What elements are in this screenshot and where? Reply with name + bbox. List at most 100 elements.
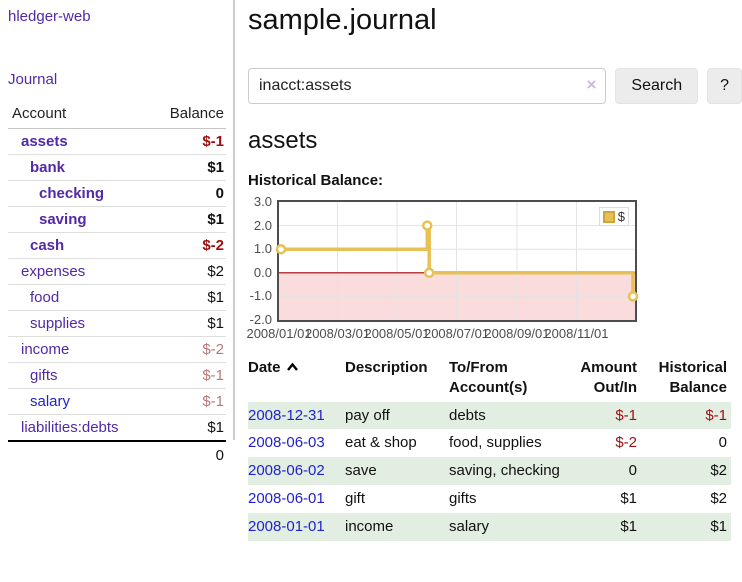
account-row: saving $1	[8, 206, 226, 233]
account-balance: $-1	[149, 128, 226, 155]
register-row: 2008-12-31 pay off debts $-1 $-1	[248, 401, 731, 430]
account-balance: $-2	[149, 336, 226, 363]
transaction-date-link[interactable]: 2008-06-02	[248, 462, 325, 480]
sidebar-account-link[interactable]: cash	[30, 237, 65, 254]
account-balance: $1	[149, 284, 226, 311]
chart-canvas	[275, 202, 639, 320]
register-balance-cell: $-1	[705, 406, 727, 424]
sidebar-account-link[interactable]: salary	[30, 393, 71, 410]
legend-swatch-icon	[602, 210, 615, 223]
accounts-header-account: Account	[8, 103, 150, 129]
x-axis-tick-label: 2008/11/01	[544, 326, 609, 341]
account-balance: $1	[149, 414, 226, 441]
account-row: assets $-1	[8, 128, 226, 155]
account-balance: $1	[149, 154, 226, 181]
account-balance: $-1	[149, 388, 226, 415]
register-date-cell: 2008-06-03	[248, 429, 345, 457]
sidebar-item-journal[interactable]: Journal	[8, 71, 58, 88]
account-balance: 0	[149, 180, 226, 207]
register-accounts-cell: salary	[449, 517, 490, 535]
chart-legend: $	[598, 207, 629, 226]
sidebar-account-link[interactable]: supplies	[30, 315, 86, 332]
account-balance: $1	[149, 206, 226, 233]
account-balance: $-2	[149, 232, 226, 259]
account-row: gifts $-1	[8, 362, 226, 389]
register-header-description: Description	[345, 359, 428, 376]
y-axis-tick-label: 2.0	[253, 217, 272, 233]
balance-chart: $ 3.0 2.0 1.0 0.0 -1.0 -2.0 2008/01/01 2008/03…	[246, 194, 639, 341]
register-accounts-cell: saving, checking	[449, 462, 560, 480]
register-date-cell: 2008-06-02	[248, 457, 345, 485]
search-form: × Search ?	[248, 68, 742, 104]
search-button[interactable]: Search	[615, 68, 699, 104]
transaction-date-link[interactable]: 2008-01-01	[248, 517, 325, 535]
x-axis-tick-label: 2008/07/01	[423, 326, 490, 341]
clear-search-icon[interactable]: ×	[586, 75, 597, 94]
chart-title: Historical Balance:	[248, 172, 384, 189]
transaction-date-link[interactable]: 2008-12-31	[248, 406, 325, 424]
sidebar-account-link[interactable]: expenses	[21, 263, 86, 280]
register-amount-cell: $1	[620, 517, 637, 535]
x-axis-tick-label: 2008/01/01	[246, 326, 312, 341]
register-row: 2008-06-01 gift gifts $1 $2	[248, 485, 731, 513]
register-date-cell: 2008-12-31	[248, 402, 345, 430]
y-axis-tick-label: -1.0	[249, 288, 272, 304]
x-axis-tick-label: 2008/09/01	[484, 326, 550, 341]
help-button[interactable]: ?	[707, 68, 742, 104]
sidebar-account-link[interactable]: income	[21, 341, 70, 358]
x-axis-tick-label: 2008/03/01	[304, 326, 371, 341]
register-description-cell: pay off	[345, 406, 390, 424]
register-header-date[interactable]: Date	[248, 356, 345, 402]
sort-ascending-icon	[286, 358, 299, 378]
transaction-date-link[interactable]: 2008-06-03	[248, 434, 325, 452]
register-description-cell: eat & shop	[345, 434, 417, 452]
account-row: food $1	[8, 284, 226, 311]
register-balance-cell: $2	[710, 489, 727, 507]
accounts-header-balance: Balance	[149, 103, 226, 129]
register-row: 2008-01-01 income salary $1 $1	[248, 512, 731, 541]
account-row: checking 0	[8, 180, 226, 207]
chart-plot-area[interactable]: $	[275, 200, 639, 322]
account-heading: assets	[248, 127, 318, 154]
account-row: bank $1	[8, 154, 226, 181]
register-balance-cell: $1	[710, 517, 727, 535]
account-row: liabilities:debts $1	[8, 414, 226, 441]
account-row: salary $-1	[8, 388, 226, 415]
register-description-cell: income	[345, 517, 394, 535]
accounts-header-row: Account Balance	[8, 103, 226, 129]
y-axis-tick-label: 0.0	[253, 264, 272, 280]
accounts-total-value: 0	[8, 440, 226, 468]
account-balance: $-1	[149, 362, 226, 389]
register-balance-cell: $2	[710, 462, 727, 480]
sidebar-account-link[interactable]: saving	[39, 211, 87, 228]
y-axis-tick-label: -2.0	[249, 312, 272, 327]
register-amount-cell: $-2	[615, 434, 637, 452]
sidebar-divider	[233, 0, 235, 440]
register-date-cell: 2008-06-01	[248, 485, 345, 513]
sidebar-account-link[interactable]: liabilities:debts	[21, 419, 119, 436]
x-axis-tick-label: 2008/05/01	[364, 326, 430, 341]
page-title: sample.journal	[248, 4, 437, 36]
search-input[interactable]	[248, 68, 607, 104]
sidebar-account-link[interactable]: gifts	[30, 367, 58, 384]
y-axis-tick-label: 3.0	[253, 194, 272, 209]
sidebar-account-link[interactable]: checking	[39, 185, 105, 202]
register-row: 2008-06-02 save saving, checking 0 $2	[248, 457, 731, 485]
register-header-accounts: To/From Account(s)	[449, 359, 528, 396]
account-row: supplies $1	[8, 310, 226, 337]
app-title-link[interactable]: hledger-web	[8, 8, 91, 25]
register-amount-cell: 0	[628, 462, 637, 480]
register-amount-cell: $1	[620, 489, 637, 507]
register-row: 2008-06-03 eat & shop food, supplies $-2 0	[248, 429, 731, 457]
sidebar-account-link[interactable]: bank	[30, 159, 66, 176]
sidebar-account-link[interactable]: assets	[21, 133, 68, 150]
legend-label: $	[617, 209, 625, 224]
register-description-cell: save	[345, 462, 377, 480]
account-balance: $1	[149, 310, 226, 337]
transaction-date-link[interactable]: 2008-06-01	[248, 489, 325, 507]
sidebar-account-link[interactable]: food	[30, 289, 60, 306]
register-amount-cell: $-1	[615, 406, 637, 424]
y-axis-tick-label: 1.0	[253, 241, 272, 257]
register-header-amount: Amount Out/In	[580, 359, 637, 396]
register-accounts-cell: gifts	[449, 489, 477, 507]
